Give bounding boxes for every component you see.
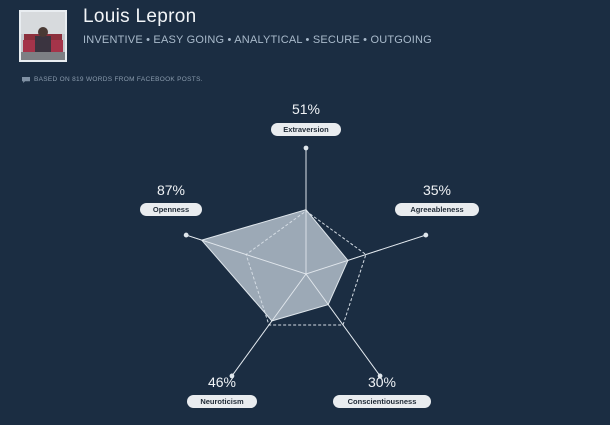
axis-overlay-conscientiousness: [305, 273, 381, 377]
value-label-extraversion: 51%: [291, 101, 321, 117]
trait-label-agreeableness[interactable]: Agreeableness: [395, 203, 479, 216]
chat-bubble-icon: [22, 76, 30, 83]
trait-label-extraversion[interactable]: Extraversion: [271, 123, 341, 136]
axis-end-dot-agreeableness: [423, 232, 429, 238]
profile-photo: [21, 12, 65, 60]
avatar[interactable]: [19, 10, 67, 62]
data-source-note: BASED ON 819 WORDS FROM FACEBOOK POSTS.: [22, 76, 203, 83]
value-label-openness: 87%: [156, 182, 186, 198]
axis-overlay-neuroticism: [231, 273, 307, 377]
axis-end-dot-neuroticism: [229, 373, 235, 379]
trait-label-conscientiousness[interactable]: Conscientiousness: [333, 395, 431, 408]
value-label-conscientiousness: 30%: [367, 374, 397, 390]
axis-overlay-agreeableness: [305, 234, 426, 275]
axis-end-dot-extraversion: [303, 145, 309, 151]
trait-value-shape: [200, 209, 349, 322]
axis-overlay-openness: [186, 234, 307, 275]
value-label-neuroticism: 46%: [207, 374, 237, 390]
axis-end-dot-conscientiousness: [377, 373, 383, 379]
profile-name: Louis Lepron: [83, 6, 197, 27]
trait-label-neuroticism[interactable]: Neuroticism: [187, 395, 257, 408]
reference-outline: [245, 210, 367, 326]
trait-label-openness[interactable]: Openness: [140, 203, 202, 216]
value-label-agreeableness: 35%: [422, 182, 452, 198]
data-source-text: BASED ON 819 WORDS FROM FACEBOOK POSTS.: [34, 76, 203, 83]
personality-summary: INVENTIVE • EASY GOING • ANALYTICAL • SE…: [83, 34, 432, 46]
axis-end-dot-openness: [183, 232, 189, 238]
